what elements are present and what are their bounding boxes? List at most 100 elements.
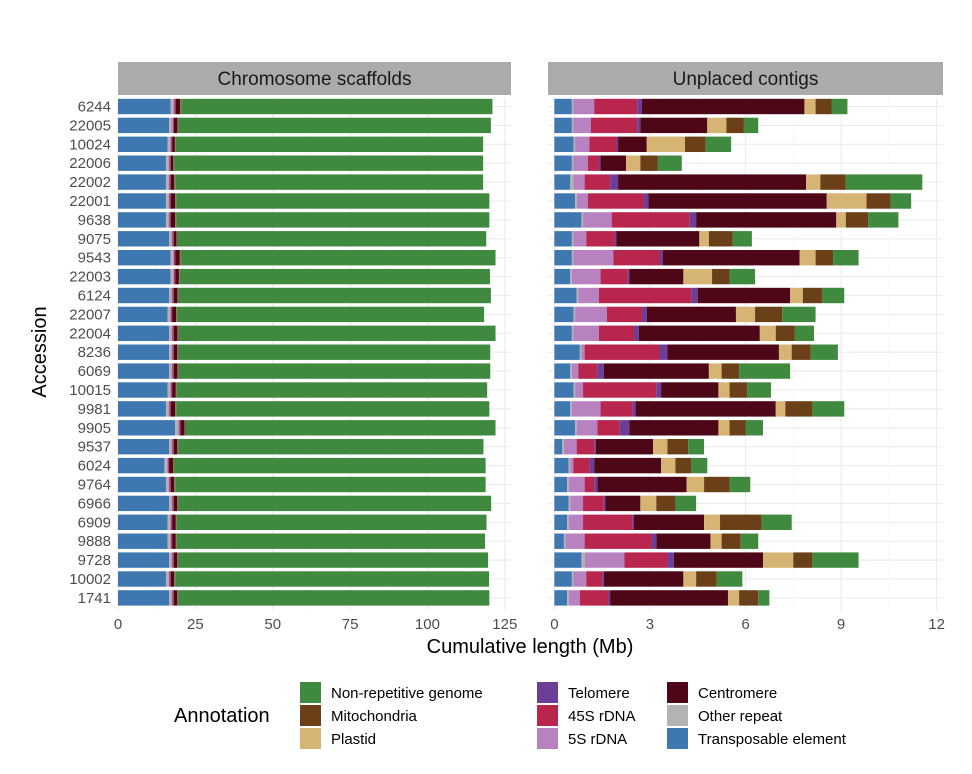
bar-segment-non-repetitive-genome [178,344,491,360]
bar-segment-non-repetitive-genome [732,231,752,247]
bar-segment-other-repeat [573,382,576,398]
y-tick-label: 6244 [78,99,111,116]
bar-segment-telomere [614,231,617,247]
bar-segment-5s-rdna [173,250,175,266]
y-tick-label: 9638 [78,212,111,229]
bar-segment-mitochondria [755,306,783,323]
x-tick-label: 3 [646,616,654,633]
bar-segment-45s-rdna [584,174,611,190]
bar-segment-45s-rdna [583,514,633,530]
bar-segment-non-repetitive-genome [761,514,792,530]
bar-segment-transposable-element [118,155,166,171]
bar-segment-transposable-element [554,268,571,285]
bar-segment-other-repeat [169,117,172,134]
bar-segment-non-repetitive-genome [845,174,923,190]
bar-segment-centromere [173,231,177,247]
bar-segment-5s-rdna [171,231,173,247]
bar-segment-5s-rdna [168,571,170,587]
bar-segment-45s-rdna [624,552,668,568]
bar-segment-mitochondria [775,325,795,341]
bar-segment-non-repetitive-genome [178,363,491,379]
bar-segment-telomere [651,533,657,549]
bar-segment-45s-rdna [586,231,615,247]
bar-segment-mitochondria [180,98,182,115]
bar-segment-other-repeat [581,552,585,568]
bar-segment-transposable-element [118,476,166,493]
bar-segment-transposable-element [554,401,571,417]
bar-segment-mitochondria [175,401,177,417]
bar-segment-centromere [170,401,176,417]
bar-segment-45s-rdna [170,533,172,549]
bar-segment-45s-rdna [597,420,620,436]
bar-segment-other-repeat [570,174,574,190]
bar-segment-non-repetitive-genome [175,571,490,587]
bar-segment-transposable-element [118,231,170,247]
bar-segment-centromere [173,439,178,455]
y-tick-label: 9981 [78,401,111,418]
y-tick-label: 1741 [78,590,111,607]
bar-segment-plastid [790,287,803,304]
x-tick-label: 125 [492,616,517,633]
bar-segment-non-repetitive-genome [178,117,491,134]
x-ticks-left: 0 25 50 75 100 125 [114,616,517,633]
bar-segment-other-repeat [170,250,174,266]
bar-segment-plastid [806,174,821,190]
bar-segment-other-repeat [169,287,172,304]
bar-segment-plastid [735,306,756,323]
bar-segment-45s-rdna [576,439,595,455]
bar-segment-45s-rdna [172,552,174,568]
bar-segment-5s-rdna [166,457,168,474]
bar-segment-non-repetitive-genome [747,382,771,398]
y-tick-label: 22003 [69,269,111,286]
legend-key-other-repeat [667,705,688,726]
bar-segment-telomere [691,287,698,304]
bar-segment-telomere [610,174,619,190]
bar-segment-5s-rdna [573,117,592,134]
bar-segment-mitochondria [721,533,741,549]
bar-segment-5s-rdna [573,231,587,247]
bar-segment-5s-rdna [571,401,601,417]
bar-segment-mitochondria [726,117,744,134]
bar-segment-centromere [170,571,175,587]
bar-segment-45s-rdna [167,457,169,474]
bar-segment-45s-rdna [600,401,633,417]
bar-segment-other-repeat [165,476,169,493]
bar-segment-mitochondria [176,533,177,549]
bar-segment-mitochondria [174,476,176,493]
bar-segment-transposable-element [554,457,569,474]
bar-segment-5s-rdna [568,514,584,530]
bar-segment-transposable-element [554,325,572,341]
bar-segment-45s-rdna [600,268,628,285]
bar-segment-mitochondria [180,250,181,266]
x-tick-label: 25 [187,616,204,633]
bar-segment-telomere [598,155,601,171]
bar-segment-5s-rdna [173,98,175,115]
legend-label-other-repeat: Other repeat [698,708,783,725]
bar-segment-45s-rdna [169,174,171,190]
bar-segment-non-repetitive-genome [178,325,496,341]
bar-segment-transposable-element [118,533,168,549]
bar-segment-centromere [173,287,178,304]
bar-segment-telomere [619,420,630,436]
bar-segment-plastid [763,552,794,568]
bar-segment-5s-rdna [178,420,180,436]
bar-segment-mitochondria [178,287,179,304]
bar-segment-other-repeat [571,117,574,134]
legend-label-centromere: Centromere [698,685,777,702]
y-tick-label: 6966 [78,495,111,512]
bar-segment-transposable-element [118,325,170,341]
bar-segment-non-repetitive-genome [185,420,496,436]
bar-segment-45s-rdna [172,439,174,455]
legend-label-transposable-element: Transposable element [698,731,847,748]
bar-segment-5s-rdna [581,344,585,360]
bar-segment-5s-rdna [171,287,173,304]
y-tick-label: 9543 [78,250,111,267]
bar-segment-plastid [661,457,676,474]
bar-segment-transposable-element [118,174,166,190]
bar-segment-centromere [172,533,176,549]
bar-segment-telomere [637,98,642,115]
bar-segment-5s-rdna [168,401,170,417]
bar-segment-mitochondria [720,514,762,530]
bar-segment-centromere [169,457,174,474]
